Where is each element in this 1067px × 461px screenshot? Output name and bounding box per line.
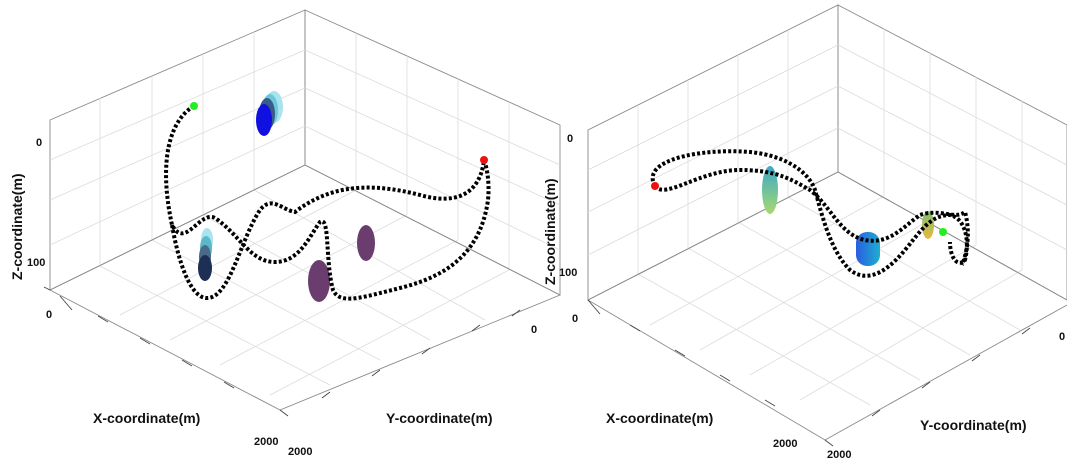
left-start-marker	[190, 102, 198, 110]
right-z-tick-100: 100	[559, 267, 577, 279]
left-x-tick-0: 0	[46, 309, 52, 321]
right-trajectory	[650, 149, 970, 278]
right-y-tick-2000: 2000	[827, 449, 851, 461]
right-z-axis-label: Z-coordinate(m)	[542, 178, 558, 285]
left-obstacle-cluster-lower	[198, 228, 213, 281]
left-z-axis-label: Z-coordinate(m)	[9, 173, 25, 280]
left-axis-ticks	[43, 286, 521, 417]
chart-right: 0 100 0 2000 0 2000 X-coordinate(m) Y-co…	[542, 4, 1067, 461]
right-back-walls	[587, 4, 1067, 441]
right-x-tick-2000: 2000	[773, 438, 797, 450]
left-z-tick-0: 0	[36, 137, 42, 149]
right-obstacle-cylinder-blue	[856, 232, 880, 266]
left-y-tick-0: 0	[531, 324, 537, 336]
left-z-tick-100: 100	[27, 257, 45, 269]
right-end-marker	[651, 182, 659, 190]
left-back-walls	[49, 9, 561, 411]
right-start-marker	[939, 228, 947, 236]
right-z-tick-0: 0	[567, 133, 573, 145]
chart-left: 0 100 0 2000 0 2000 X-coordinate(m) Y-co…	[9, 9, 561, 458]
right-axis-ticks	[587, 299, 1031, 447]
right-obstacle-column-gradient	[762, 166, 778, 214]
right-y-axis-label: Y-coordinate(m)	[920, 417, 1027, 433]
right-y-tick-0: 0	[1059, 331, 1065, 343]
left-end-marker	[480, 156, 488, 164]
left-x-tick-2000: 2000	[254, 436, 278, 448]
left-obstacle-cluster-upper	[256, 91, 283, 136]
left-x-axis-label: X-coordinate(m)	[93, 410, 200, 426]
left-obstacle-ellipse-center	[308, 260, 330, 302]
right-x-axis-label: X-coordinate(m)	[606, 410, 713, 426]
left-y-tick-2000: 2000	[288, 446, 312, 458]
left-obstacle-ellipse-right	[357, 225, 375, 261]
left-y-axis-label: Y-coordinate(m)	[386, 410, 493, 426]
right-x-tick-0: 0	[572, 313, 578, 325]
left-trajectory	[164, 102, 491, 301]
